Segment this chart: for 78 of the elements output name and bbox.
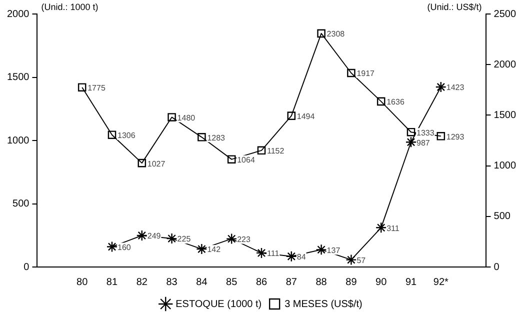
y-tick-label: 2000 <box>6 8 30 20</box>
data-label: 160 <box>117 242 132 252</box>
y2-tick-label: 1500 <box>494 110 516 121</box>
data-label: 142 <box>207 245 222 254</box>
y-tick-label: 500 <box>12 198 30 210</box>
data-label: 1423 <box>446 83 465 92</box>
data-label: 1480 <box>177 113 196 122</box>
y2-tick-label: 500 <box>494 211 511 222</box>
y-tick-label: 0 <box>24 262 30 273</box>
point <box>435 81 447 93</box>
point <box>406 128 416 136</box>
data-label: 249 <box>147 232 162 241</box>
point <box>108 130 116 139</box>
point <box>198 133 206 142</box>
point <box>346 254 357 266</box>
point <box>256 247 268 259</box>
x-tick-label: 85 <box>226 276 238 288</box>
point <box>286 250 297 262</box>
point <box>227 155 236 164</box>
point <box>317 29 326 38</box>
point <box>78 83 86 92</box>
data-label: 1152 <box>267 146 285 156</box>
data-label: 137 <box>326 246 341 255</box>
x-tick-label: 82 <box>136 276 148 288</box>
point <box>168 113 176 122</box>
data-label: 1333 <box>416 128 435 138</box>
point <box>226 233 238 244</box>
y2-tick-label: 2000 <box>494 59 516 70</box>
data-label: 1917 <box>356 69 376 78</box>
y-tick-label: 1000 <box>6 135 30 146</box>
data-label: 987 <box>416 138 430 148</box>
point <box>376 222 387 234</box>
point <box>376 97 386 106</box>
x-tick-label: 87 <box>286 276 298 288</box>
point <box>347 68 356 78</box>
data-label: 1775 <box>88 84 106 93</box>
data-label: 1293 <box>446 132 465 142</box>
data-label: 223 <box>237 234 251 244</box>
data-label: 1494 <box>296 112 316 122</box>
point <box>257 146 266 155</box>
x-tick-label: 88 <box>316 276 328 288</box>
x-tick-label: 83 <box>166 276 178 288</box>
x-tick-label: 89 <box>346 276 358 288</box>
y2-tick-label: 0 <box>494 262 500 273</box>
x-tick-label: 86 <box>256 276 268 288</box>
x-tick-label: 84 <box>196 276 208 288</box>
point <box>405 136 417 148</box>
data-label: 1306 <box>117 131 136 140</box>
point <box>166 232 178 244</box>
x-tick-label: 81 <box>106 276 118 288</box>
legend-label: ESTOQUE (1000 t) <box>176 298 262 310</box>
y-axis-title: (Unid.: 1000 t) <box>41 2 98 12</box>
y2-tick-label: 2500 <box>494 8 516 20</box>
point <box>287 112 296 120</box>
data-label: 57 <box>356 256 366 265</box>
x-tick-label: 90 <box>376 276 388 288</box>
point <box>138 158 146 168</box>
point <box>106 241 118 252</box>
x-tick-label: 92* <box>433 276 449 288</box>
x-tick-label: 91 <box>405 276 417 288</box>
point <box>316 244 327 256</box>
point <box>136 230 148 242</box>
data-label: 1027 <box>147 159 166 168</box>
legend-label: 3 MESES (US$/t) <box>284 298 362 310</box>
data-label: 225 <box>177 234 192 244</box>
point <box>196 243 208 255</box>
data-label: 1283 <box>207 133 226 142</box>
data-label: 111 <box>267 249 280 258</box>
data-label: 1064 <box>237 156 256 165</box>
point <box>436 132 446 140</box>
data-label: 1636 <box>386 98 405 107</box>
y2-axis-title: (Unid.: US$/t) <box>427 2 482 12</box>
x-tick-label: 80 <box>76 276 88 288</box>
data-label: 84 <box>296 252 306 262</box>
data-label: 2308 <box>326 30 346 39</box>
y2-tick-label: 1000 <box>494 160 516 172</box>
data-label: 311 <box>386 224 400 233</box>
y-tick-label: 1500 <box>6 72 30 83</box>
